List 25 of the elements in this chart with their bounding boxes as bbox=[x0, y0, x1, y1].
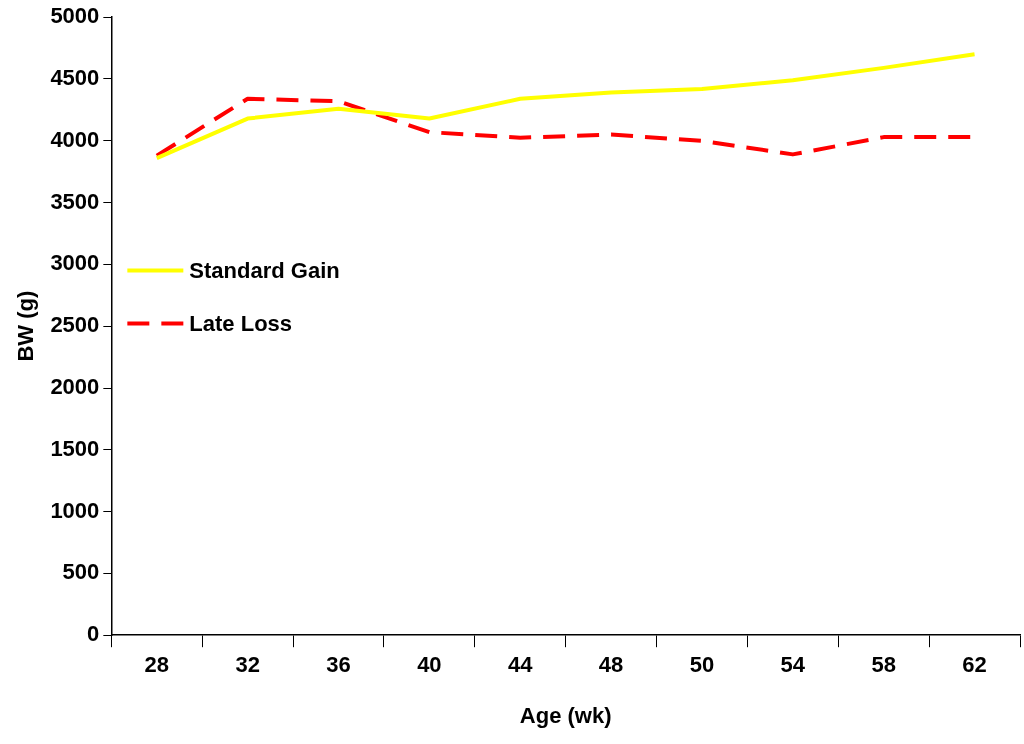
x-tick-label: 36 bbox=[326, 652, 351, 678]
y-tick-label: 2000 bbox=[50, 374, 100, 400]
x-tick-label: 44 bbox=[508, 652, 534, 678]
x-tick-label: 62 bbox=[962, 652, 987, 678]
y-tick-label: 3000 bbox=[50, 250, 100, 276]
x-tick-label: 28 bbox=[144, 652, 170, 678]
y-tick-label: 1000 bbox=[50, 497, 100, 523]
y-axis-title: BW (g) bbox=[13, 290, 39, 362]
y-tick-label: 3500 bbox=[50, 188, 100, 214]
x-tick-label: 50 bbox=[689, 652, 715, 678]
x-tick-label: 32 bbox=[235, 652, 260, 678]
y-tick-label: 500 bbox=[62, 559, 100, 585]
x-tick-label: 58 bbox=[871, 652, 896, 678]
legend-label: Standard Gain bbox=[189, 257, 340, 283]
x-tick-label: 40 bbox=[417, 652, 442, 678]
y-tick-label: 1500 bbox=[50, 435, 100, 461]
legend-label: Late Loss bbox=[189, 310, 293, 336]
y-tick-label: 5000 bbox=[50, 3, 100, 29]
y-tick-label: 4500 bbox=[50, 65, 100, 91]
x-axis-title: Age (wk) bbox=[519, 702, 612, 728]
y-tick-label: 2500 bbox=[50, 312, 100, 338]
x-tick-label: 48 bbox=[598, 652, 624, 678]
x-tick-label: 54 bbox=[780, 652, 806, 678]
y-tick-label: 0 bbox=[87, 621, 100, 647]
y-tick-label: 4000 bbox=[50, 126, 100, 152]
